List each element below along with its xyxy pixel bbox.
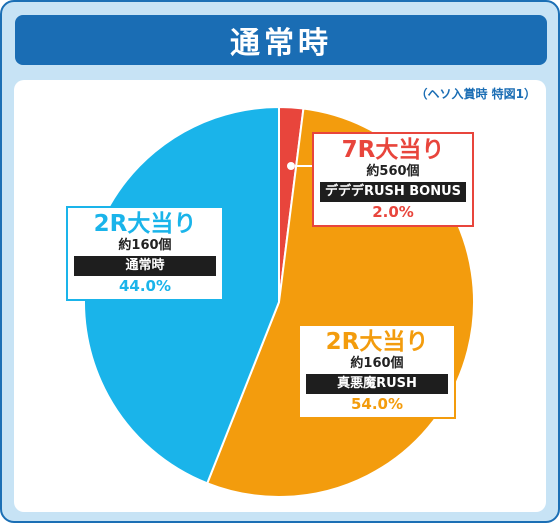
slice-percent-label: 2.0%: [372, 203, 414, 221]
slice-label-normal: 2R大当り 約160個 通常時 44.0%: [66, 206, 224, 301]
slice-mode-label: 通常時: [74, 256, 216, 276]
page-title: 通常時: [15, 15, 547, 65]
slice-percent-label: 44.0%: [118, 277, 172, 295]
slice-round-label: 2R大当り: [325, 329, 429, 355]
slice-label-7r: 7R大当り 約560個 デデデRUSH BONUS 2.0%: [312, 132, 474, 227]
leader-dot: [287, 162, 295, 170]
slice-round-label: 7R大当り: [341, 137, 445, 163]
slice-mode-label: 真悪魔RUSH: [306, 374, 448, 394]
slice-percent-label: 54.0%: [350, 395, 404, 413]
slice-count-label: 約160個: [350, 356, 404, 371]
slice-count-label: 約560個: [366, 164, 420, 179]
slice-round-label: 2R大当り: [93, 211, 197, 237]
chart-panel: （ヘソ入賞時 特図1） 7R大当り 約560個 デデデRUSH BONUS 2.…: [14, 80, 546, 512]
slice-mode-label: デデデRUSH BONUS: [320, 182, 466, 202]
chart-note: （ヘソ入賞時 特図1）: [415, 87, 536, 101]
slice-count-label: 約160個: [118, 238, 172, 253]
slice-label-rush: 2R大当り 約160個 真悪魔RUSH 54.0%: [298, 324, 456, 419]
